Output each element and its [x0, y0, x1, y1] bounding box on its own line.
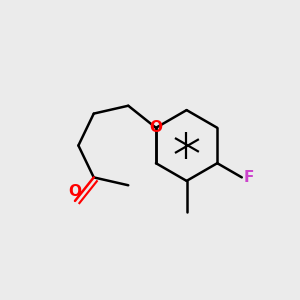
Text: F: F [244, 170, 254, 185]
Text: O: O [68, 184, 82, 199]
Text: O: O [149, 120, 162, 135]
